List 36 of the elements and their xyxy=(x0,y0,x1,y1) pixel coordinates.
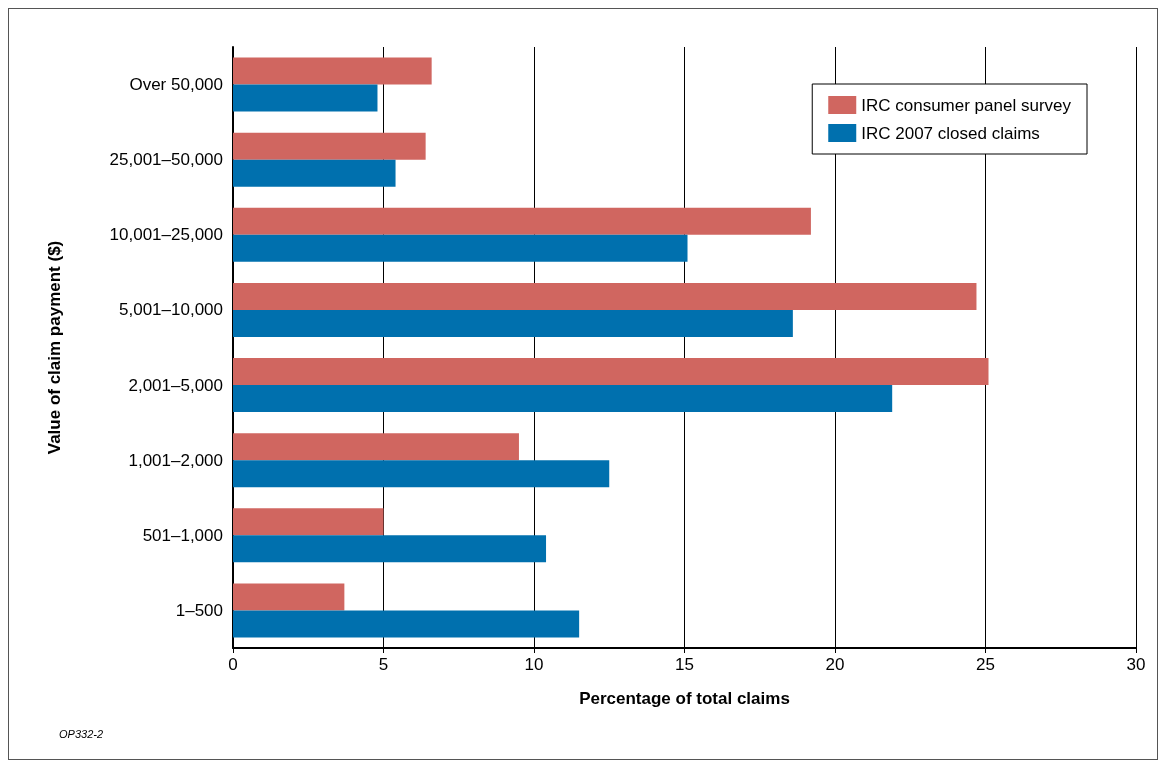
bar xyxy=(233,460,610,488)
legend-label: IRC 2007 closed claims xyxy=(861,123,1040,143)
bar xyxy=(233,159,396,187)
y-tick-label: 2,001–5,000 xyxy=(128,375,223,395)
x-axis-title: Percentage of total claims xyxy=(579,689,790,708)
y-tick-label: Over 50,000 xyxy=(129,75,223,95)
x-tick-label: 30 xyxy=(1126,655,1146,674)
y-axis-title: Value of claim payment ($) xyxy=(45,240,64,455)
x-tick-label: 15 xyxy=(675,655,694,674)
bar xyxy=(233,282,977,310)
y-tick-label: 10,001–25,000 xyxy=(109,225,223,245)
x-tick-label: 20 xyxy=(825,655,845,674)
y-tick-label: 501–1,000 xyxy=(142,525,223,545)
bar xyxy=(233,132,426,160)
bar xyxy=(233,583,345,611)
y-tick-label: 25,001–50,000 xyxy=(109,150,223,170)
bar xyxy=(233,508,384,536)
bar xyxy=(233,358,989,386)
bar xyxy=(233,385,893,413)
legend-label: IRC consumer panel survey xyxy=(861,95,1072,115)
x-tick-label: 0 xyxy=(228,655,238,674)
bar xyxy=(233,309,793,337)
bar xyxy=(233,84,378,112)
bar xyxy=(233,610,580,638)
bar xyxy=(233,433,519,461)
x-tick-label: 10 xyxy=(524,655,544,674)
y-tick-label: 5,001–10,000 xyxy=(119,300,223,320)
y-tick-label: 1,001–2,000 xyxy=(128,450,223,470)
x-tick-label: 25 xyxy=(976,655,995,674)
bar xyxy=(233,57,432,85)
bar xyxy=(233,207,811,235)
x-tick-label: 5 xyxy=(378,655,389,674)
y-tick-label: 1–500 xyxy=(175,600,223,620)
bar xyxy=(233,535,547,563)
text: OP332-2 xyxy=(59,727,104,740)
bar xyxy=(233,234,688,262)
